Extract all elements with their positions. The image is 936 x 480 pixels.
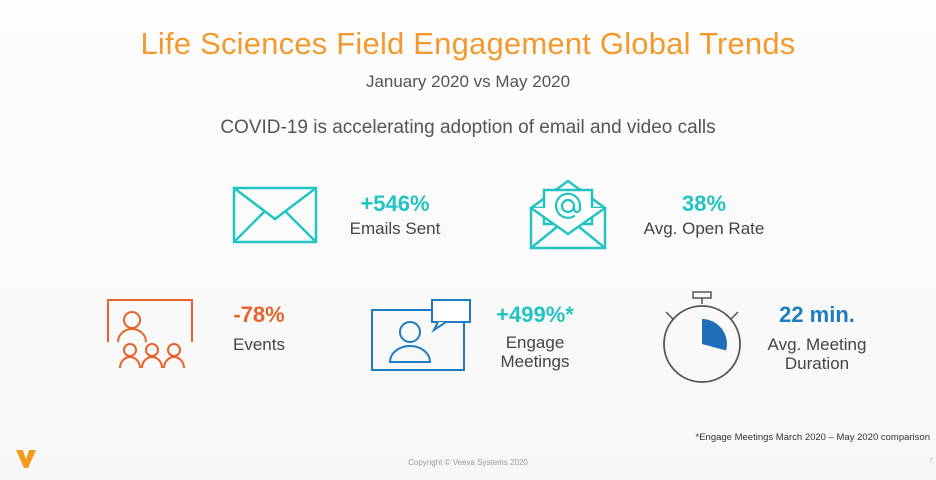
copyright: Copyright © Veeva Systems 2020	[408, 458, 528, 467]
stat-events: -78% Events	[214, 302, 304, 355]
meeting-duration-label-2: Duration	[784, 354, 850, 373]
audience-presentation-icon	[107, 299, 193, 369]
veeva-logo	[16, 450, 36, 468]
engage-meetings-label-2: Meetings	[500, 352, 570, 371]
stat-open-rate: 38% Avg. Open Rate	[624, 191, 784, 239]
emails-sent-value: +546%	[360, 191, 430, 216]
stat-engage-meetings: +499%* Engage Meetings	[480, 302, 590, 372]
page-number: 7	[929, 458, 933, 465]
open-envelope-at-icon	[529, 179, 607, 250]
slide-tagline: COVID-19 is accelerating adoption of ema…	[220, 117, 716, 138]
stat-emails-sent: +546% Emails Sent	[332, 191, 458, 239]
open-rate-value: 38%	[681, 191, 727, 216]
stopwatch-icon	[663, 291, 741, 383]
envelope-icon	[232, 186, 318, 244]
video-call-icon	[371, 299, 471, 371]
meeting-duration-value: 22 min.	[779, 302, 855, 327]
engage-meetings-value: +499%*	[496, 302, 574, 327]
footnote: *Engage Meetings March 2020 – May 2020 c…	[695, 432, 930, 443]
meeting-duration-label-1: Avg. Meeting	[767, 335, 867, 354]
slide-title: Life Sciences Field Engagement Global Tr…	[140, 26, 796, 61]
events-label: Events	[233, 335, 285, 354]
emails-sent-label: Emails Sent	[349, 219, 441, 238]
engage-meetings-label-1: Engage	[505, 333, 565, 352]
slide-subtitle: January 2020 vs May 2020	[365, 72, 571, 91]
open-rate-label: Avg. Open Rate	[643, 219, 765, 238]
stat-meeting-duration: 22 min. Avg. Meeting Duration	[748, 302, 886, 374]
events-value: -78%	[233, 302, 285, 327]
